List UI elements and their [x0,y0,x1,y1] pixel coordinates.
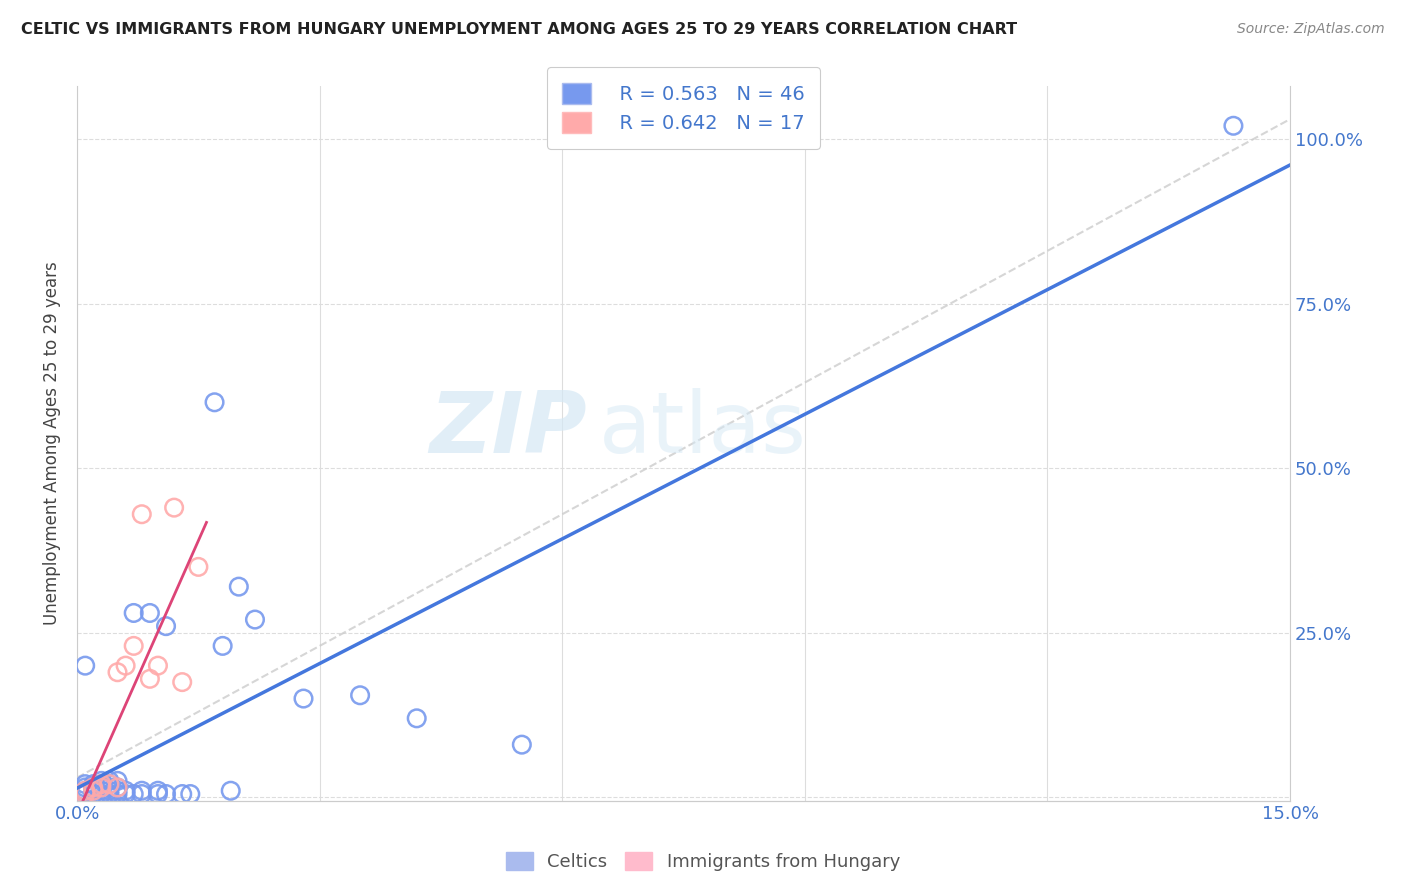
Point [204,395,226,409]
Point [172,787,194,801]
Point [82,780,104,795]
Point [98,777,121,791]
Point [131,783,153,797]
Point [107,780,129,795]
Point [90,780,112,795]
Point [114,787,136,801]
Point [98,783,121,797]
Point [98,773,121,788]
Point [107,773,129,788]
Point [98,777,121,791]
Point [98,787,121,801]
Point [82,783,104,797]
Point [82,787,104,801]
Point [131,507,153,521]
Point [122,787,145,801]
Point [122,606,145,620]
Point [90,777,112,791]
Point [90,777,112,791]
Text: CELTIC VS IMMIGRANTS FROM HUNGARY UNEMPLOYMENT AMONG AGES 25 TO 29 YEARS CORRELA: CELTIC VS IMMIGRANTS FROM HUNGARY UNEMPL… [21,22,1017,37]
Point [211,639,233,653]
Point [510,738,533,752]
Point [75,777,97,791]
Point [146,787,169,801]
Point [114,783,136,797]
Point [146,658,169,673]
Point [75,783,97,797]
Text: atlas: atlas [599,388,807,471]
Y-axis label: Unemployment Among Ages 25 to 29 years: Unemployment Among Ages 25 to 29 years [44,261,60,625]
Point [139,672,162,686]
Point [163,500,186,515]
Point [107,665,129,680]
Point [75,787,97,801]
Point [82,780,104,795]
Point [292,691,315,706]
Point [243,613,266,627]
Point [1222,119,1244,133]
Point [75,787,97,801]
Point [405,711,427,725]
Point [155,787,177,801]
Point [139,606,162,620]
Point [349,688,371,702]
Point [107,780,129,795]
Point [107,787,129,801]
Point [98,780,121,795]
Legend: Celtics, Immigrants from Hungary: Celtics, Immigrants from Hungary [499,845,907,879]
Point [75,658,97,673]
Point [219,783,242,797]
Point [155,619,177,633]
Point [122,639,145,653]
Point [107,783,129,797]
Point [82,777,104,791]
Text: ZIP: ZIP [429,388,586,471]
Legend:   R = 0.563   N = 46,   R = 0.642   N = 17: R = 0.563 N = 46, R = 0.642 N = 17 [547,68,820,149]
Text: Source: ZipAtlas.com: Source: ZipAtlas.com [1237,22,1385,37]
Point [228,580,250,594]
Point [90,773,112,788]
Point [146,783,169,797]
Point [179,787,201,801]
Point [75,783,97,797]
Point [90,783,112,797]
Point [172,675,194,690]
Point [75,780,97,795]
Point [131,787,153,801]
Point [114,658,136,673]
Point [82,783,104,797]
Point [90,787,112,801]
Point [187,560,209,574]
Point [90,780,112,795]
